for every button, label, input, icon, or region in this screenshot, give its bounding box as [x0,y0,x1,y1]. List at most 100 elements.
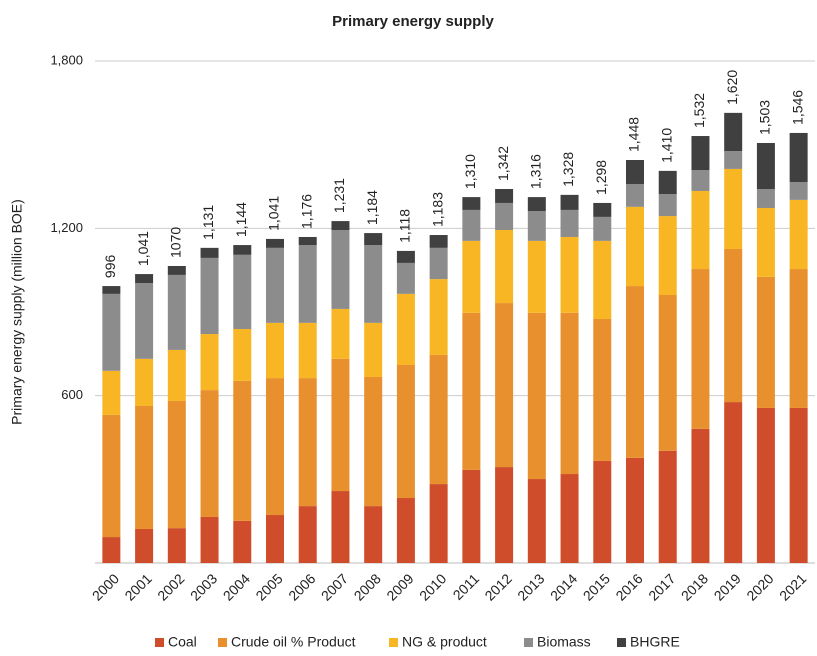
bar-segment [135,528,154,563]
total-label: 1,184 [364,190,380,225]
bar-segment [462,209,481,241]
bar-segment [724,168,743,249]
total-label: 1,546 [789,90,805,125]
bar-segment [724,402,743,563]
bar-segment [691,136,710,171]
legend-swatch [155,638,164,647]
bar-segment [167,528,186,563]
bar-segment [593,216,612,241]
bar-segment [298,506,317,563]
bar-segment [298,322,317,379]
legend-swatch [617,638,626,647]
bar-segment [396,250,415,263]
bar-segment [102,293,121,371]
bar-segment [102,537,121,563]
x-tick-label: 2005 [252,570,285,603]
bar-segment [658,450,677,563]
bar-segment [495,230,514,304]
bar-segment [429,247,448,280]
total-label: 1,131 [200,205,216,240]
legend-swatch [389,638,398,647]
bar-segment [102,370,121,415]
legend-label: BHGRE [630,634,680,650]
x-tick-label: 2000 [89,570,122,603]
legend-swatch [524,638,533,647]
legend-label: Biomass [537,634,591,650]
bar-segment [396,498,415,563]
total-label: 1070 [168,227,184,258]
bar-segment [527,312,546,480]
legend-swatch [218,638,227,647]
bar-segment [233,245,252,255]
x-tick-label: 2006 [285,570,318,603]
total-label: 1,298 [593,160,609,195]
bar-segment [167,400,186,529]
bar-segment [396,293,415,365]
total-label: 1,503 [757,100,773,135]
total-label: 1,310 [462,154,478,189]
y-axis-label: Primary energy supply (million BOE) [9,199,25,425]
total-label: 1,328 [560,152,576,187]
bar-segment [724,112,743,152]
x-tick-label: 2017 [645,570,678,603]
bar-segment [364,506,383,563]
bar-segment [560,236,579,313]
bar-segment [495,189,514,203]
bar-segment [626,286,644,458]
total-label: 996 [102,254,118,278]
bar-segment [364,245,383,323]
x-tick-label: 2011 [449,570,482,603]
total-label: 1,316 [528,154,544,189]
x-tick-label: 2012 [481,570,514,603]
bar-segment [167,265,186,275]
bar-segment [495,467,514,563]
total-label: 1,448 [626,117,642,152]
y-tick-label: 1,200 [50,220,83,235]
bar-segment [691,190,710,270]
bar-segment [266,322,284,379]
bar-segment [560,474,579,563]
bar-segment [135,358,154,406]
bar-segment [233,520,252,563]
bar-segment [233,254,252,330]
bar-segment [462,312,481,470]
total-label: 1,231 [331,178,347,213]
bar-segment [495,202,514,231]
bar-segment [266,247,284,323]
x-tick-label: 2013 [514,570,547,603]
y-tick-label: 1,800 [50,52,83,67]
bar-segment [691,269,710,429]
bar-segment [691,428,710,563]
bar-segment [331,230,350,309]
bar-segment [364,233,383,246]
bar-segment [495,303,514,468]
bar-segment [724,248,743,403]
x-tick-label: 2004 [220,570,253,603]
bar-segment [626,457,644,563]
bar-segment [167,349,186,401]
chart-title: Primary energy supply [332,13,494,30]
bar-segment [331,308,350,359]
x-tick-label: 2010 [416,570,449,603]
legend-label: NG & product [402,634,487,650]
bar-segment [789,199,808,270]
total-label: 1,342 [495,146,511,181]
bar-segment [429,354,448,485]
x-tick-label: 2021 [776,570,809,603]
bar-segment [200,257,219,335]
bar-segment [266,378,284,516]
bar-segment [462,240,481,313]
x-tick-label: 2008 [351,570,384,603]
bar-segment [527,479,546,563]
x-tick-label: 2015 [580,570,613,603]
x-tick-label: 2003 [187,570,220,603]
bar-segment [462,469,481,563]
bar-segment [789,407,808,563]
bar-segment [200,390,219,517]
bar-segment [756,407,775,563]
total-label: 1,176 [298,194,314,229]
bar-segment [560,194,579,210]
bar-segment [593,460,612,563]
bar-segment [331,221,350,231]
